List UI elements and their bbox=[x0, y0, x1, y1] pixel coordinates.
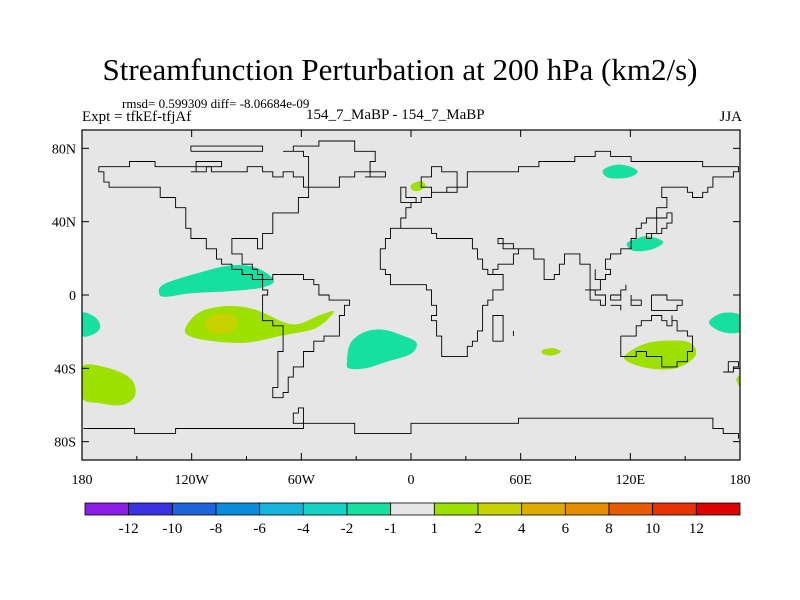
colorbar-swatch bbox=[390, 502, 435, 516]
contour-region bbox=[158, 265, 274, 297]
contour-region bbox=[708, 312, 740, 334]
coastline bbox=[585, 289, 606, 306]
coastline bbox=[630, 295, 642, 306]
colorbar-label: -6 bbox=[253, 521, 266, 537]
colorbar-label: -12 bbox=[119, 521, 139, 537]
coastline bbox=[364, 171, 386, 178]
colorbar-swatch bbox=[695, 502, 741, 516]
colorbar: -12 -10 -8 -6 -4 -2 -1 1 2 4 6 8 10 12 bbox=[84, 502, 741, 537]
coastline bbox=[610, 304, 622, 311]
colorbar-label: 1 bbox=[431, 521, 439, 537]
contour-region bbox=[410, 181, 426, 192]
colorbar-swatch bbox=[259, 502, 304, 516]
y-tick-label: 0 bbox=[69, 289, 76, 304]
colorbar-label: -10 bbox=[162, 521, 182, 537]
y-tick-label: 40S bbox=[54, 362, 76, 377]
colorbar-swatch bbox=[564, 502, 610, 516]
colorbar-swatch bbox=[171, 502, 217, 516]
coastline bbox=[190, 161, 223, 173]
colorbar-label: 6 bbox=[562, 521, 570, 537]
colorbar-swatch bbox=[477, 502, 523, 516]
coastline bbox=[610, 284, 627, 301]
contour-region bbox=[623, 340, 697, 370]
x-tick-label: 180 bbox=[730, 473, 751, 488]
contour-region bbox=[82, 364, 136, 406]
colorbar-swatch bbox=[521, 502, 566, 516]
colorbar-swatch bbox=[652, 502, 697, 516]
contour-region bbox=[346, 329, 417, 370]
colorbar-label: 2 bbox=[474, 521, 482, 537]
coastline bbox=[645, 212, 673, 239]
colorbar-swatch bbox=[346, 502, 392, 516]
axes: 180 120W 60W 0 60E 120E 180 80N 40N 0 40S 80S bbox=[52, 130, 751, 488]
contour-region bbox=[541, 348, 561, 356]
x-tick-label: 60W bbox=[288, 473, 316, 488]
rmsd-subtitle: rmsd= 0.599309 diff= -8.06684e-09 bbox=[122, 96, 310, 111]
coastline bbox=[190, 145, 264, 152]
colorbar-label: 12 bbox=[689, 521, 704, 537]
colorbar-swatch bbox=[84, 502, 130, 516]
colorbar-label: 10 bbox=[645, 521, 660, 537]
colorbar-label: 8 bbox=[605, 521, 613, 537]
x-tick-label: 120E bbox=[616, 473, 646, 488]
season-subtitle: JJA bbox=[719, 109, 742, 125]
colorbar-swatch bbox=[302, 502, 348, 516]
center-subtitle: 154_7_MaBP - 154_7_MaBP bbox=[306, 107, 485, 123]
colorbar-swatch bbox=[608, 502, 654, 516]
x-tick-label: 0 bbox=[408, 473, 415, 488]
colorbar-label: -8 bbox=[210, 521, 223, 537]
x-tick-label: 60E bbox=[509, 473, 532, 488]
contour-region bbox=[204, 312, 238, 335]
coastline bbox=[98, 161, 351, 399]
coastline bbox=[651, 294, 683, 311]
experiment-subtitle: Expt = tfkEf-tfjAf bbox=[82, 109, 192, 125]
x-tick-label: 120W bbox=[175, 473, 210, 488]
coastline bbox=[379, 150, 739, 358]
plot-background bbox=[82, 130, 740, 460]
colorbar-swatch bbox=[215, 502, 261, 516]
x-tick-label: 180 bbox=[72, 473, 93, 488]
colorbar-label: -4 bbox=[297, 521, 310, 537]
contour-regions bbox=[82, 164, 740, 406]
contour-region bbox=[602, 164, 638, 179]
contour-region bbox=[736, 375, 740, 387]
coastline bbox=[620, 315, 693, 368]
y-tick-label: 80S bbox=[54, 436, 76, 451]
colorbar-swatch bbox=[433, 502, 479, 516]
colorbar-label: -1 bbox=[384, 521, 397, 537]
contour-region bbox=[626, 236, 664, 252]
contour-region bbox=[82, 312, 101, 337]
colorbar-label: -2 bbox=[341, 521, 354, 537]
chart-title: Streamfunction Perturbation at 200 hPa (… bbox=[102, 52, 698, 87]
colorbar-swatch bbox=[128, 502, 173, 516]
colorbar-label: 4 bbox=[518, 521, 526, 537]
coastline bbox=[492, 315, 504, 342]
coastline bbox=[400, 186, 417, 204]
y-tick-label: 80N bbox=[52, 142, 76, 157]
coastline bbox=[283, 140, 376, 188]
y-tick-label: 40N bbox=[52, 216, 76, 231]
coastline bbox=[83, 407, 739, 439]
coastlines bbox=[83, 140, 739, 439]
coastline bbox=[723, 361, 739, 373]
